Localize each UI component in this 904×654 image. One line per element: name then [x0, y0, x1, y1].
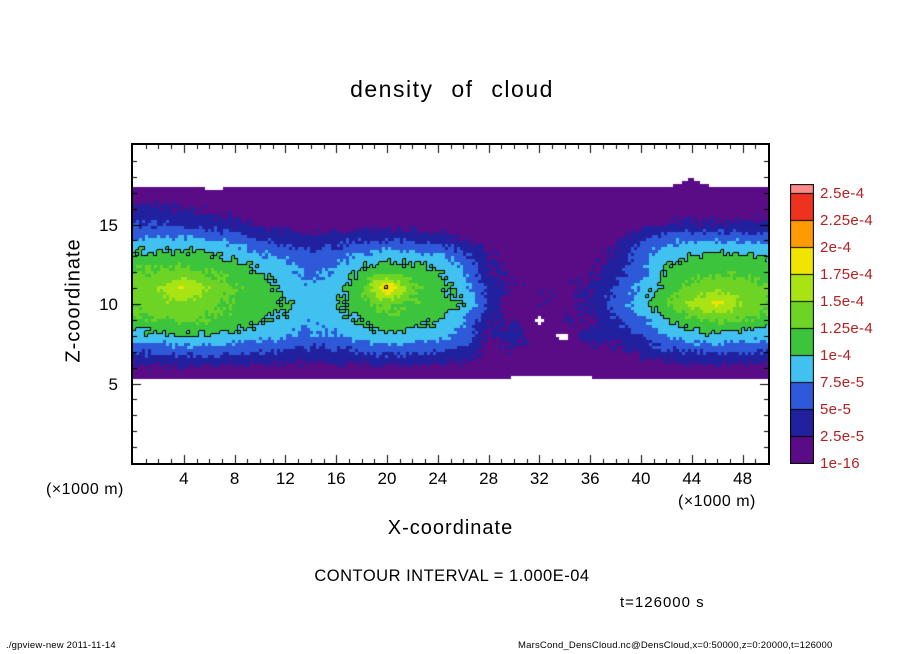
z-tick-label: 5	[108, 374, 118, 394]
colorbar-label: 2.25e-4	[820, 212, 873, 229]
z-tick-label: 15	[99, 215, 118, 235]
colorbar-label: 5e-5	[820, 401, 852, 418]
contour-interval-note: CONTOUR INTERVAL = 1.000E-04	[314, 567, 590, 585]
x-axis-unit: (×1000 m)	[678, 493, 756, 510]
footer-command: ./gpview-new 2011-11-14	[6, 640, 116, 651]
colorbar-label: 7.5e-5	[820, 374, 865, 391]
x-tick-label: 8	[229, 469, 240, 488]
z-tick-label: 10	[99, 295, 118, 314]
colorbar-label: 1e-16	[820, 455, 860, 472]
x-tick-label: 44	[682, 469, 702, 488]
time-annotation: t=126000 s	[620, 594, 705, 611]
x-tick-label: 20	[377, 469, 397, 488]
colorbar-label: 1.5e-4	[820, 293, 865, 310]
x-tick-label: 36	[580, 469, 600, 488]
z-axis-unit: (×1000 m)	[46, 481, 124, 498]
colorbar-label: 1.75e-4	[820, 266, 873, 283]
colorbar-label: 2.5e-4	[820, 185, 865, 202]
x-tick-label: 48	[733, 469, 753, 488]
x-tick-label: 16	[326, 469, 346, 488]
colorbar-label: 1e-4	[820, 347, 852, 364]
density-field-canvas	[133, 145, 768, 463]
x-tick-label: 12	[275, 469, 295, 488]
footer-source: MarsCond_DensCloud.nc@DensCloud,x=0:5000…	[518, 640, 833, 651]
x-tick-label: 40	[631, 469, 651, 488]
x-tick-label: 4	[179, 469, 189, 488]
plot-frame	[131, 143, 770, 465]
colorbar-label: 2.5e-5	[820, 428, 865, 445]
colorbar-label: 2e-4	[820, 239, 852, 256]
x-tick-label: 24	[428, 469, 448, 488]
x-axis-label: X-coordinate	[387, 517, 514, 539]
x-tick-label: 32	[529, 469, 549, 488]
colorbar	[790, 184, 814, 464]
x-tick-label: 28	[479, 469, 499, 488]
plot-title: density of cloud	[350, 76, 554, 102]
colorbar-label: 1.25e-4	[820, 320, 873, 337]
